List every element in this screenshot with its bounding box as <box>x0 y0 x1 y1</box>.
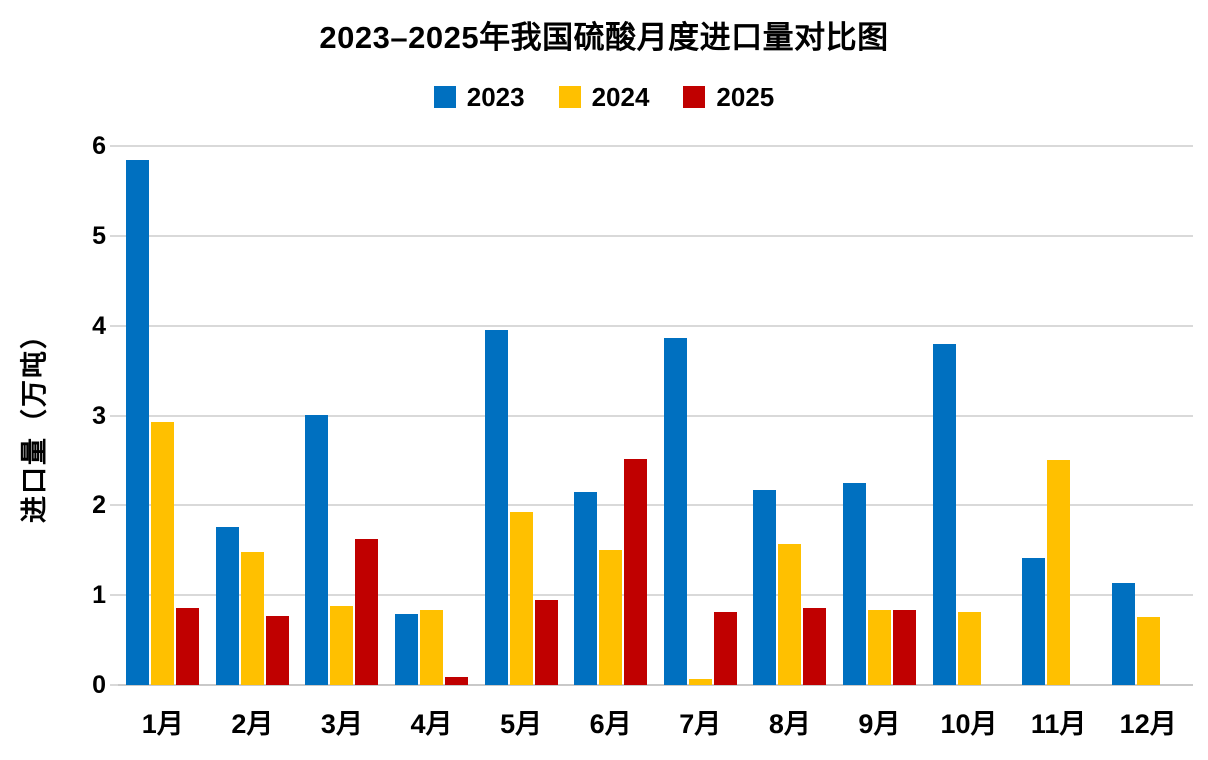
x-tick-label: 2月 <box>231 709 274 739</box>
bar-group-9月 <box>835 146 925 685</box>
bar-2023-8月 <box>753 490 777 685</box>
bar-2025-5月 <box>534 600 558 685</box>
bar-2025-7月 <box>713 612 737 685</box>
bar-group-7月 <box>656 146 746 685</box>
gridline <box>118 234 1193 237</box>
x-tick-label: 7月 <box>679 709 722 739</box>
y-tick-label: 3 <box>92 401 106 430</box>
bar-2024-9月 <box>867 610 891 685</box>
bar-2024-10月 <box>957 612 981 685</box>
bar-2024-6月 <box>599 550 623 685</box>
bar-2024-7月 <box>688 679 712 685</box>
y-tick-label: 6 <box>92 132 106 160</box>
bar-2023-1月 <box>126 160 150 685</box>
gridline <box>118 324 1193 327</box>
bar-group-6月 <box>566 146 656 685</box>
y-tick-mark <box>110 234 118 237</box>
bar-2025-6月 <box>624 459 648 685</box>
bar-2024-1月 <box>151 422 175 685</box>
legend-swatch-icon <box>683 86 706 108</box>
legend-label: 2024 <box>591 82 650 112</box>
x-tick-label: 8月 <box>768 709 811 739</box>
legend-swatch-icon <box>558 86 581 108</box>
bar-2024-2月 <box>240 552 264 685</box>
y-tick-mark <box>110 324 118 327</box>
legend-swatch-icon <box>433 86 456 108</box>
bar-group-8月 <box>745 146 835 685</box>
bar-2025-2月 <box>265 616 289 685</box>
y-tick-mark <box>110 684 118 686</box>
x-tick-label: 4月 <box>410 709 453 739</box>
bar-2025-8月 <box>803 608 827 685</box>
gridline <box>118 145 1193 147</box>
bar-2023-10月 <box>932 344 956 685</box>
legend-item-2024: 2024 <box>558 82 650 112</box>
bar-2025-3月 <box>355 539 379 685</box>
x-tick-label: 3月 <box>320 709 363 739</box>
bar-group-12月 <box>1103 146 1193 685</box>
bar-group-11月 <box>1014 146 1104 685</box>
bar-2024-5月 <box>509 512 533 685</box>
x-tick-label: 11月 <box>1030 709 1087 739</box>
bar-2024-3月 <box>330 606 354 685</box>
bar-2025-9月 <box>892 610 916 685</box>
gridline <box>118 504 1193 507</box>
bar-2023-5月 <box>484 330 508 685</box>
legend-label: 2023 <box>466 82 525 112</box>
gridline <box>118 594 1193 597</box>
bar-2023-2月 <box>215 527 239 685</box>
x-tick-label: 1月 <box>141 709 184 739</box>
bar-2025-1月 <box>176 608 200 685</box>
x-tick-label: 12月 <box>1119 709 1177 739</box>
x-tick-label: 5月 <box>500 709 543 739</box>
bar-2024-11月 <box>1047 460 1071 685</box>
legend-item-2023: 2023 <box>433 82 525 112</box>
plot-area <box>110 145 1193 686</box>
legend: 2023 2024 2025 <box>0 84 1208 110</box>
y-tick-label: 4 <box>92 311 106 340</box>
bar-group-4月 <box>387 146 477 685</box>
x-tick-label: 10月 <box>940 709 998 739</box>
bar-2023-6月 <box>574 492 598 685</box>
y-tick-label: 1 <box>92 581 106 610</box>
bar-2024-4月 <box>420 610 444 685</box>
bar-2023-4月 <box>395 614 419 685</box>
chart-title: 2023–2025年我国硫酸月度进口量对比图 <box>319 20 889 55</box>
x-tick-label: 9月 <box>858 709 901 739</box>
y-tick-mark <box>110 594 118 597</box>
y-tick-label: 0 <box>92 671 106 699</box>
gridline <box>118 414 1193 417</box>
y-tick-mark <box>110 414 118 417</box>
legend-label: 2025 <box>716 82 775 112</box>
bar-group-10月 <box>924 146 1014 685</box>
y-tick-label: 5 <box>92 221 106 250</box>
bar-2025-4月 <box>445 677 469 685</box>
bar-2024-8月 <box>778 544 802 685</box>
x-tick-label: 6月 <box>589 709 632 739</box>
bar-2023-7月 <box>663 338 687 685</box>
bar-group-3月 <box>297 146 387 685</box>
bar-group-2月 <box>208 146 298 685</box>
bar-group-1月 <box>118 146 208 685</box>
bar-2023-9月 <box>842 483 866 685</box>
bar-2023-3月 <box>305 415 329 685</box>
y-tick-label: 2 <box>92 491 106 520</box>
y-tick-mark <box>110 145 118 147</box>
x-axis-line <box>118 684 1193 686</box>
bar-group-5月 <box>476 146 566 685</box>
bar-2023-12月 <box>1111 583 1135 685</box>
legend-item-2025: 2025 <box>683 84 774 110</box>
y-tick-mark <box>110 504 118 507</box>
bar-2024-12月 <box>1136 617 1160 685</box>
bar-2023-11月 <box>1022 558 1046 685</box>
